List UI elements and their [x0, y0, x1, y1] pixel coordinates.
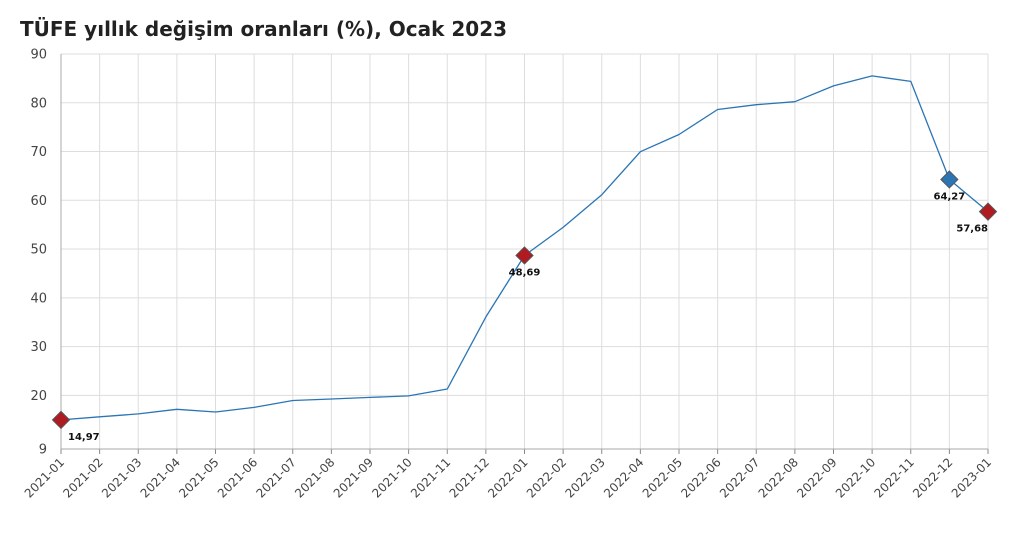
x-tick-label: 2021-01 [22, 455, 67, 500]
x-tick-label: 2022-02 [524, 455, 569, 500]
chart-title: TÜFE yıllık değişim oranları (%), Ocak 2… [20, 17, 508, 41]
x-tick-label: 2022-06 [678, 455, 723, 500]
x-tick-label: 2022-07 [717, 455, 762, 500]
x-tick-label: 2022-04 [601, 455, 646, 500]
y-tick-label: 50 [30, 243, 47, 258]
x-tick-label: 2022-03 [563, 455, 608, 500]
y-tick-label: 70 [30, 145, 47, 160]
data-markers: 14,97 48,69 64,27 57,68 [51, 170, 998, 443]
data-point-marker [978, 202, 998, 221]
x-tick-label: 2021-06 [215, 455, 260, 500]
data-point-marker [515, 246, 534, 265]
x-tick-label: 2022-08 [756, 455, 801, 500]
x-tick-label: 2021-11 [408, 455, 453, 500]
x-tick-label: 2022-11 [872, 455, 917, 500]
y-tick-label: 30 [30, 340, 47, 355]
x-tick-label: 2022-12 [910, 455, 955, 500]
data-label: 48,69 [509, 267, 541, 278]
y-tick-label: 80 [30, 96, 47, 111]
y-tick-label: 60 [30, 194, 47, 209]
x-tick-label: 2021-09 [331, 455, 376, 500]
x-tick-label: 2023-01 [949, 455, 994, 500]
x-tick-label: 2021-10 [369, 455, 414, 500]
x-tick-label: 2021-03 [99, 455, 144, 500]
data-point-marker [940, 170, 959, 189]
x-tick-label: 2021-04 [138, 455, 183, 500]
x-tick-label: 2021-12 [447, 455, 492, 500]
x-tick-label: 2022-05 [640, 455, 685, 500]
x-tick-label: 2021-02 [60, 455, 105, 500]
y-tick-label: 90 [30, 48, 47, 63]
y-tick-label: 40 [30, 291, 47, 306]
x-tick-label: 2021-07 [254, 455, 299, 500]
x-tick-label: 2021-08 [292, 455, 337, 500]
data-point-marker [51, 410, 71, 430]
y-tick-label: 20 [30, 389, 47, 404]
data-label: 64,27 [934, 191, 966, 202]
x-tick-label: 2022-09 [794, 455, 839, 500]
data-label: 14,97 [68, 432, 100, 443]
x-tick-label: 2021-05 [176, 455, 221, 500]
x-tick-label: 2022-10 [833, 455, 878, 500]
data-label: 57,68 [956, 224, 988, 235]
x-tick-label: 2022-01 [485, 455, 530, 500]
y-tick-label: 9 [39, 443, 47, 458]
